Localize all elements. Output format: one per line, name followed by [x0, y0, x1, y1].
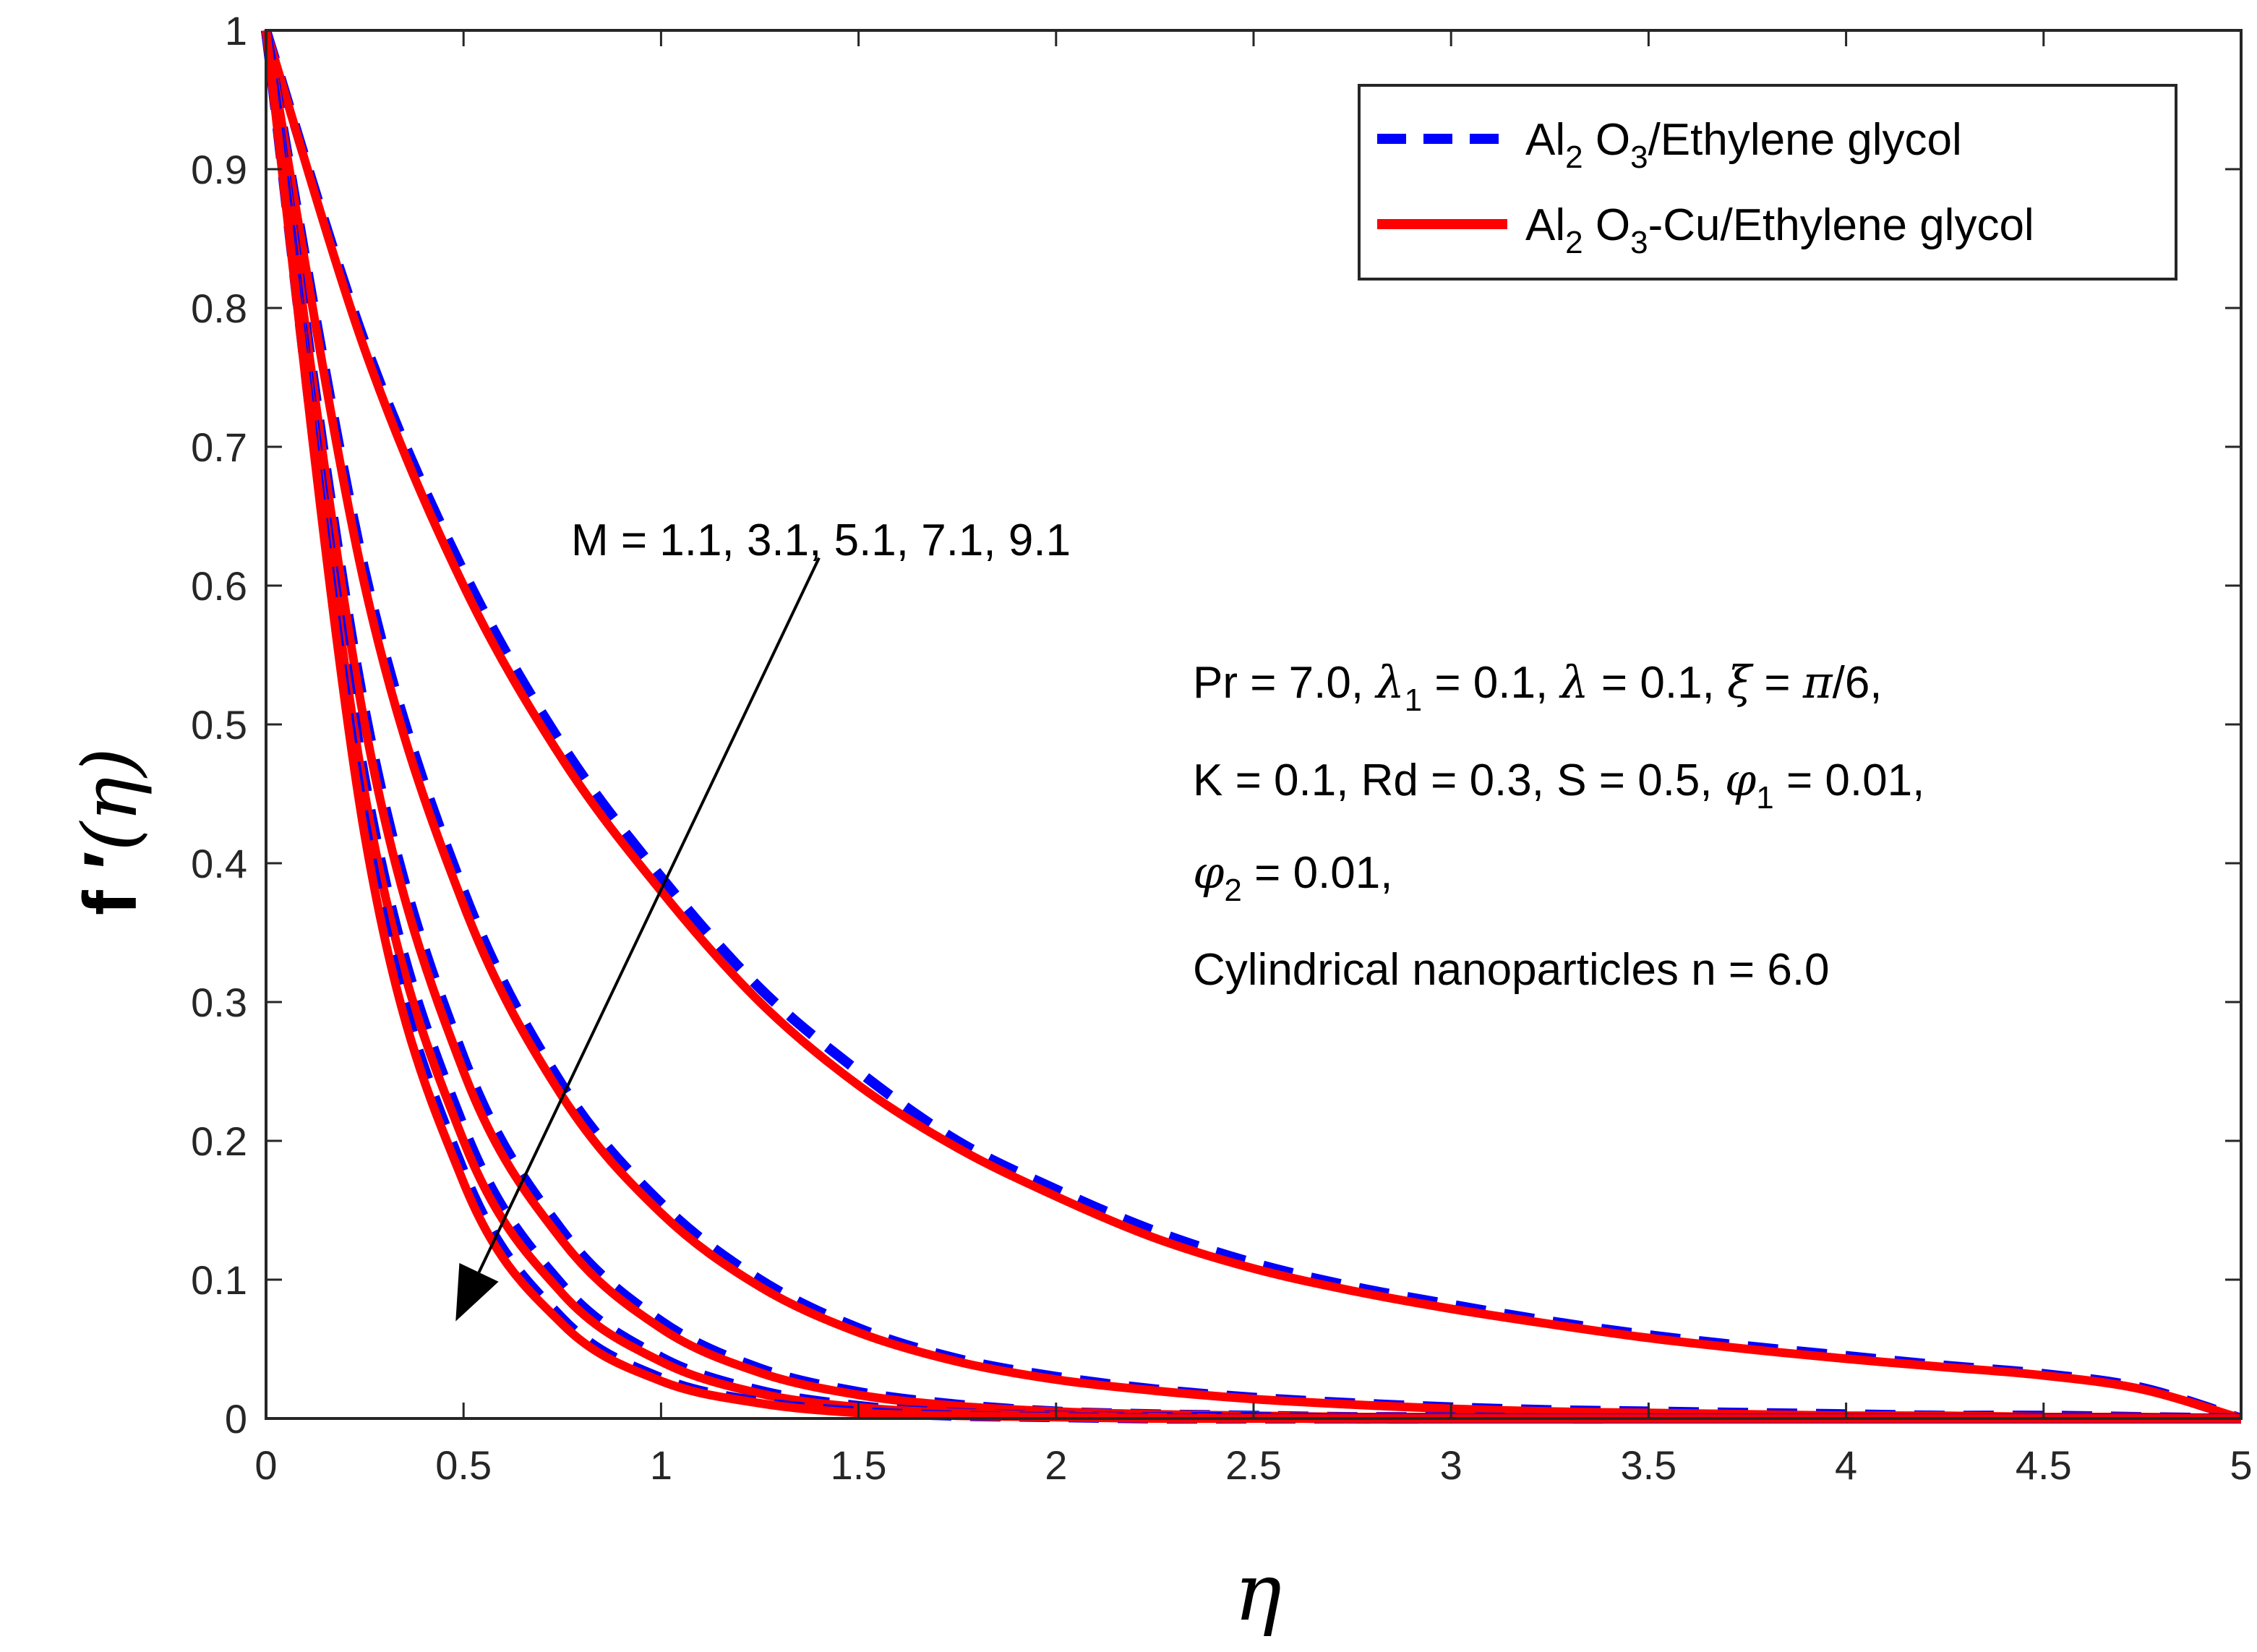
y-tick-label: 0.3	[191, 980, 247, 1025]
y-tick-label: 0.1	[191, 1257, 247, 1303]
series-line-al2o3-4	[261, 29, 2241, 1424]
x-tick-label: 3.5	[1620, 1442, 1676, 1488]
x-tick-label: 1.5	[831, 1442, 887, 1488]
params-line-3: φ2 = 0.01,	[1193, 846, 1392, 908]
x-tick-label: 5	[2230, 1442, 2252, 1488]
m-increase-arrow-head	[455, 1262, 499, 1322]
m-values-label: M = 1.1, 3.1, 5.1, 7.1, 9.1	[571, 515, 1071, 565]
series-line-al2o3-cu-1	[262, 29, 2243, 1423]
axis-ticks: 0 0.5 1 1.5 2 2.5 3 3.5 4 4.5 5 0 0.1 0.2 0.3 0.4 0.5 0.6…	[191, 8, 2252, 1488]
m-increase-arrow	[477, 557, 821, 1273]
y-tick-label: 0.9	[191, 147, 247, 192]
y-tick-label: 0.2	[191, 1118, 247, 1164]
x-tick-label: 3	[1440, 1442, 1462, 1488]
legend: Al2 O3/Ethylene glycol Al2 O3-Cu/Ethylen…	[1358, 84, 2177, 281]
y-tick-label: 0.8	[191, 286, 247, 331]
y-tick-label: 1	[225, 8, 247, 54]
legend-box	[1358, 84, 2177, 281]
legend-label-al2o3: Al2 O3/Ethylene glycol	[1525, 115, 1962, 175]
params-line-4: Cylindrical nanoparticles n = 6.0	[1193, 945, 1830, 995]
y-tick-label: 0.6	[191, 563, 247, 609]
legend-label-al2o3-cu: Al2 O3-Cu/Ethylene glycol	[1525, 200, 2034, 260]
y-axis-label: f ′(η)	[66, 748, 154, 915]
params-line-1: Pr = 7.0, λ1 = 0.1, λ = 0.1, ξ = π/6,	[1193, 656, 1883, 718]
y-tick-label: 0	[225, 1396, 247, 1442]
x-tick-label: 4	[1835, 1442, 1857, 1488]
y-tick-label: 0.5	[191, 702, 247, 748]
x-tick-label: 0.5	[435, 1442, 492, 1488]
y-tick-label: 0.7	[191, 424, 247, 470]
x-tick-label: 0	[254, 1442, 277, 1488]
x-tick-label: 4.5	[2016, 1442, 2072, 1488]
params-line-2: K = 0.1, Rd = 0.3, S = 0.5, φ1 = 0.01,	[1193, 753, 1924, 816]
x-tick-label: 2.5	[1225, 1442, 1282, 1488]
x-axis-label: η	[1234, 1546, 1282, 1638]
x-tick-label: 1	[650, 1442, 672, 1488]
y-tick-label: 0.4	[191, 841, 247, 886]
x-tick-label: 2	[1045, 1442, 1067, 1488]
